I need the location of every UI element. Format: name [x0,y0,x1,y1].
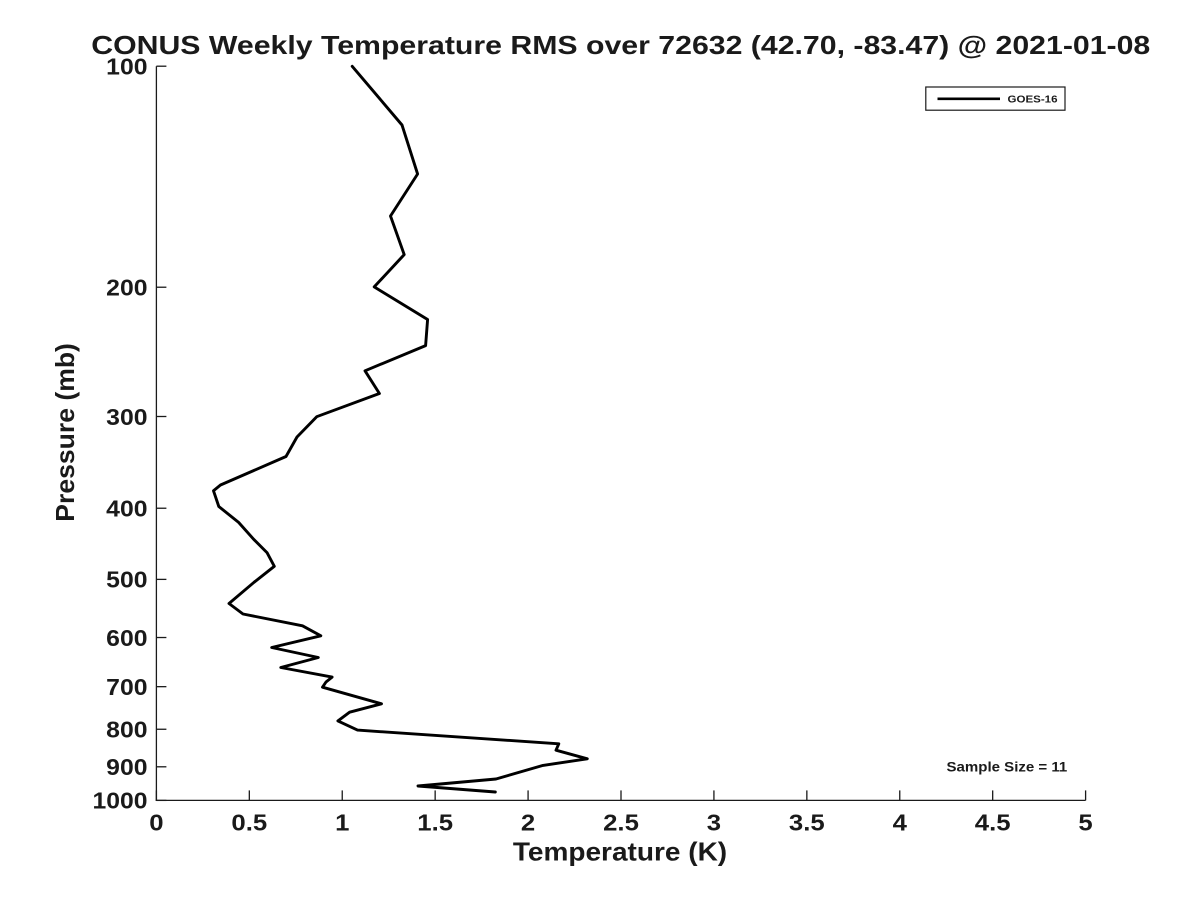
svg-text:CONUS Weekly Temperature RMS o: CONUS Weekly Temperature RMS over 72632 … [91,30,1150,60]
svg-text:1: 1 [335,810,350,836]
svg-text:3: 3 [707,810,721,836]
svg-text:0: 0 [149,810,163,836]
svg-text:200: 200 [106,275,147,301]
svg-text:Sample Size = 11: Sample Size = 11 [947,758,1068,774]
svg-text:900: 900 [106,754,147,780]
svg-text:3.5: 3.5 [789,810,825,836]
svg-text:2.5: 2.5 [603,810,639,836]
svg-text:Temperature (K): Temperature (K) [513,837,727,867]
svg-text:5: 5 [1078,810,1093,836]
svg-text:500: 500 [106,567,147,593]
svg-text:4: 4 [893,810,908,836]
svg-text:1.5: 1.5 [417,810,453,836]
svg-text:700: 700 [106,674,147,700]
svg-text:GOES-16: GOES-16 [1008,94,1058,105]
svg-text:Pressure (mb): Pressure (mb) [50,343,80,522]
svg-text:800: 800 [106,717,147,743]
svg-text:4.5: 4.5 [975,810,1011,836]
svg-text:400: 400 [106,496,147,522]
svg-text:100: 100 [106,54,147,80]
svg-text:0.5: 0.5 [231,810,267,836]
svg-text:300: 300 [106,404,147,430]
svg-text:1000: 1000 [93,788,148,814]
svg-text:600: 600 [106,625,147,651]
svg-text:2: 2 [521,810,535,836]
